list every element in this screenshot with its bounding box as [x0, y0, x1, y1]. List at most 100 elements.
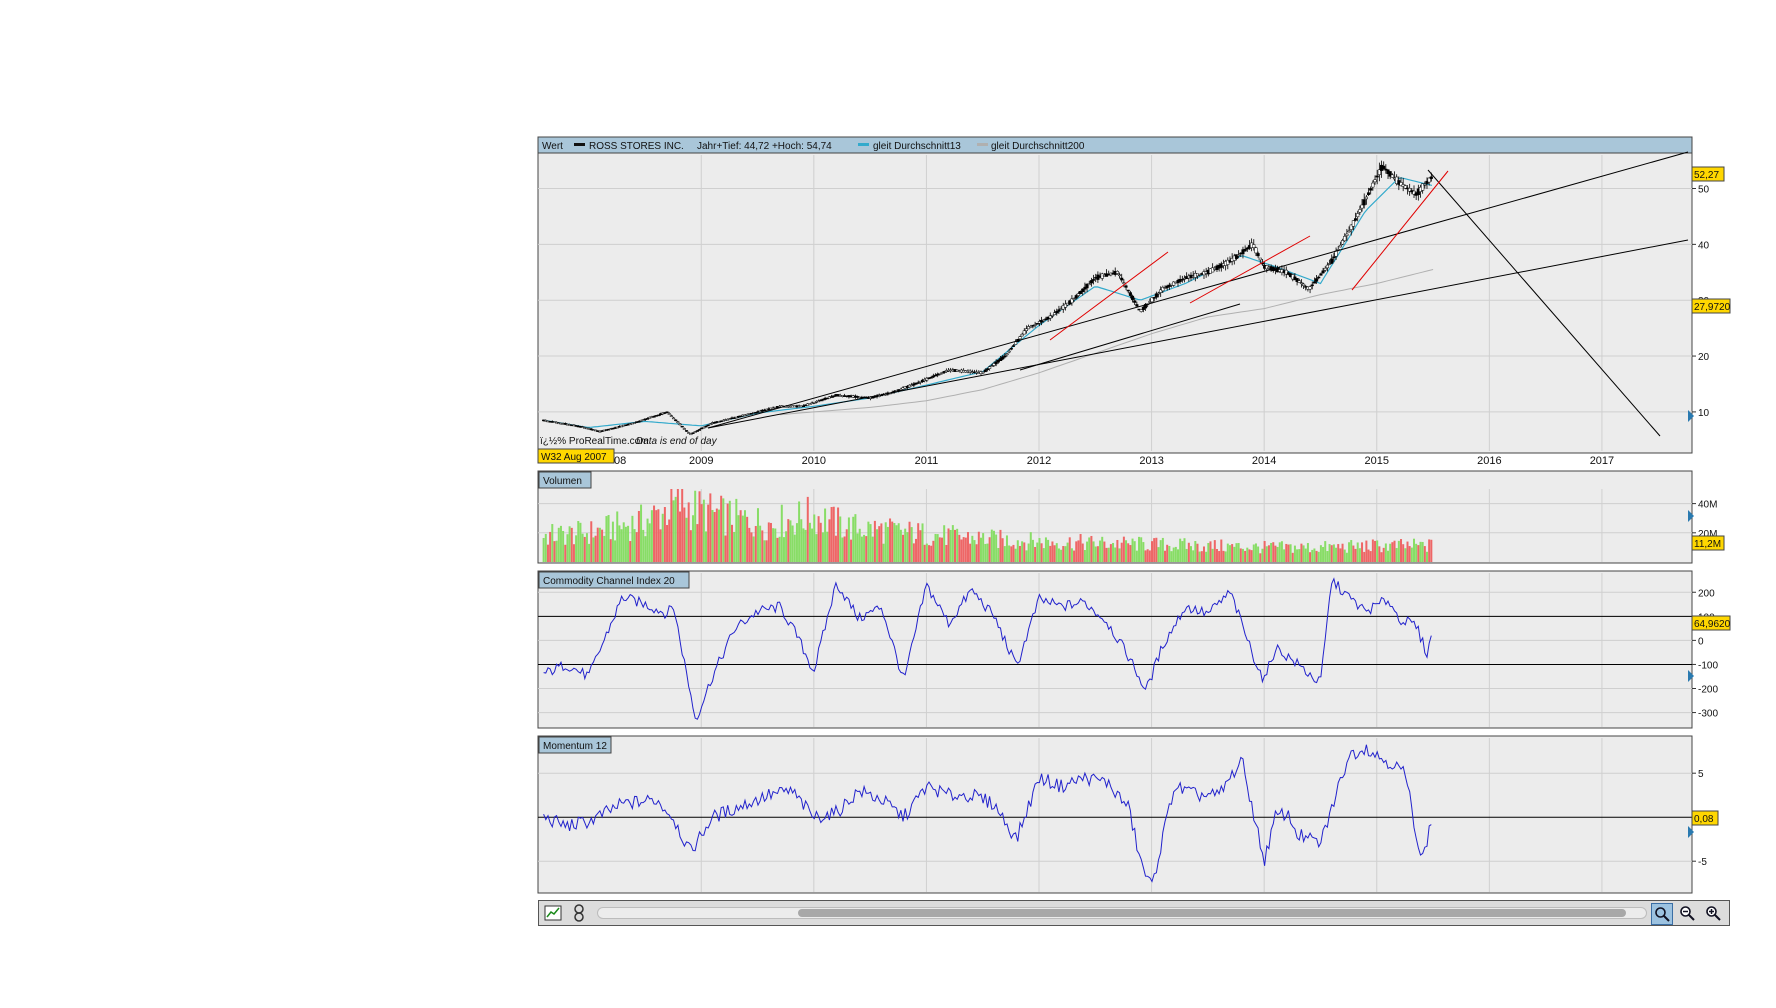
volume-last-box [1691, 535, 1725, 551]
volume-bar [644, 536, 647, 562]
volume-bar [689, 530, 692, 562]
volume-bar [889, 518, 892, 562]
candle-body [916, 382, 920, 384]
volume-bar [925, 543, 928, 562]
volume-bar [819, 522, 822, 562]
volume-bar [904, 528, 907, 562]
volume-y-axis: 20M 40M [1692, 500, 1717, 540]
candle-body [1009, 348, 1013, 350]
volume-bar [761, 530, 764, 562]
x-tick-2009: 2009 [689, 455, 713, 467]
time-scrollbar[interactable] [597, 907, 1647, 919]
price-x-axis: 2009 2010 2011 2012 2013 2014 2015 2016 2017 [689, 455, 1614, 467]
trend-value-box [1691, 298, 1731, 314]
zoom-in-icon[interactable] [1703, 903, 1723, 923]
candle-body [1347, 230, 1351, 233]
candle-body [1343, 236, 1347, 242]
ma200-swatch [977, 143, 988, 146]
volume-bar [711, 509, 714, 562]
volume-bar [778, 536, 781, 562]
header-instrument-name: ROSS STORES INC. [589, 141, 684, 152]
volume-bar [782, 537, 785, 562]
volume-bar [1086, 541, 1089, 562]
candle-body [1299, 282, 1303, 285]
cursor-date-box [537, 448, 615, 464]
volume-bar [650, 510, 653, 562]
volume-bar [1356, 542, 1359, 562]
volume-bar [806, 496, 809, 562]
volume-bar [1003, 546, 1006, 562]
candle-body [1063, 303, 1067, 308]
volume-bar [791, 525, 794, 562]
volume-bar [947, 528, 950, 562]
volume-bar [995, 534, 998, 562]
volume-bar [787, 519, 790, 562]
volume-bar [1107, 547, 1110, 562]
volume-bar [1361, 542, 1364, 562]
volume-bar [960, 539, 963, 562]
candle-body [1001, 356, 1005, 360]
volume-bar [850, 539, 853, 562]
candle-body [990, 365, 994, 367]
volume-bar [1306, 543, 1309, 562]
chart-settings-icon[interactable] [543, 903, 563, 923]
candle-body [633, 422, 637, 424]
momentum-title: Momentum 12 [543, 741, 607, 752]
volume-bar [912, 543, 915, 562]
candle-body [1117, 274, 1122, 277]
volume-bar [1226, 543, 1229, 562]
candle-body [620, 425, 624, 428]
candle-body [1020, 333, 1024, 337]
candle-body [745, 414, 749, 416]
ma13-swatch [858, 143, 869, 146]
momentum-scroll-marker-icon[interactable] [1688, 826, 1694, 838]
cci-scroll-marker-icon[interactable] [1688, 670, 1694, 682]
candle-body [665, 411, 669, 414]
candle-body [762, 409, 767, 412]
volume-bar [1185, 548, 1188, 562]
volume-bar [635, 532, 638, 562]
candle-body [697, 429, 702, 431]
volume-scroll-marker-icon[interactable] [1688, 510, 1694, 522]
candle-body [1152, 297, 1156, 299]
candle-body [1377, 169, 1381, 175]
volume-bar [1244, 550, 1247, 562]
candle-body [674, 419, 678, 422]
candle-body [671, 417, 676, 420]
price-scroll-marker-icon[interactable] [1688, 410, 1694, 422]
cci-y-axis: 2001000-100-200-300 [1692, 588, 1718, 720]
zoom-fit-icon[interactable] [1651, 903, 1673, 925]
candle-body [667, 413, 671, 415]
volume-bar [1335, 547, 1338, 562]
candle-body [931, 375, 935, 378]
candle-body [1425, 180, 1429, 184]
volume-bar [895, 525, 898, 562]
zoom-out-icon[interactable] [1677, 903, 1697, 923]
volume-bar [748, 527, 751, 562]
volume-bar [1382, 547, 1385, 562]
volume-bar [1073, 550, 1076, 562]
volume-bar [860, 536, 863, 562]
volume-bar [1012, 544, 1015, 562]
volume-bar [804, 529, 807, 562]
volume-bar [772, 528, 775, 562]
candle-body [1167, 284, 1171, 287]
indicator-tool-icon[interactable] [569, 903, 589, 923]
candle-body [1124, 285, 1128, 288]
volume-bar [1218, 551, 1221, 562]
volume-bar [575, 535, 578, 562]
momentum-line [543, 744, 1432, 883]
volume-bar [891, 521, 894, 562]
volume-bar [1209, 541, 1212, 562]
volume-bar [1138, 536, 1141, 562]
candle-body [907, 384, 912, 388]
volume-bar [776, 537, 779, 562]
price-layer [542, 160, 1433, 436]
time-scrollbar-thumb[interactable] [798, 909, 1626, 917]
candle-body [1364, 196, 1368, 200]
volume-bar [1261, 548, 1264, 562]
volume-bar [590, 521, 593, 562]
volume-bar [1129, 545, 1132, 562]
volume-bar [1358, 548, 1361, 562]
volume-bar [1274, 545, 1277, 562]
